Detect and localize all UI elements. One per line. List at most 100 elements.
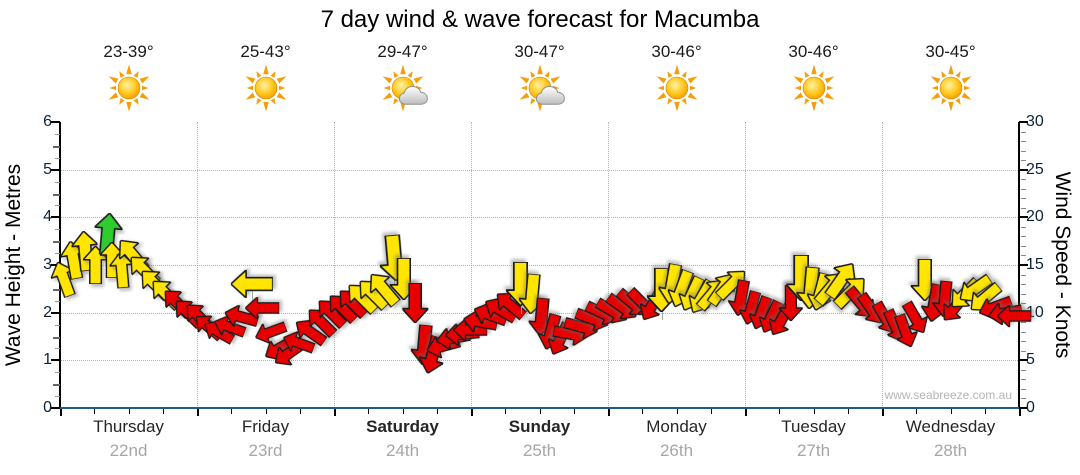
axis-tick (231, 409, 233, 414)
axis-tick (1021, 179, 1026, 181)
axis-tick (916, 409, 918, 414)
temperature-range: 29-47° (377, 42, 428, 61)
axis-tick (1021, 255, 1026, 257)
axis-tick (1021, 160, 1026, 162)
day-name: Monday (646, 417, 707, 436)
wind-speed-tick-label: 25 (1026, 160, 1044, 178)
axis-tick (51, 407, 60, 409)
wave-height-tick-label: 6 (43, 113, 52, 130)
day-name: Sunday (508, 417, 571, 436)
wave-height-tick-label: 3 (43, 256, 52, 273)
chart-title: 7 day wind & wave forecast for Macumba (320, 6, 760, 33)
axis-tick (1021, 150, 1026, 152)
axis-tick (51, 121, 60, 123)
axis-tick (1019, 264, 1028, 266)
axis-tick (53, 288, 60, 291)
sun-icon (925, 62, 977, 114)
axis-tick (1019, 121, 1028, 123)
wave-height-tick-label: 4 (43, 208, 52, 226)
axis-tick (779, 409, 781, 414)
axis-tick (642, 409, 644, 414)
wind-arrow (897, 298, 933, 339)
axis-tick (1021, 341, 1026, 343)
gridline (61, 169, 1018, 171)
wave-height-tick-label: 5 (43, 160, 52, 178)
axis-tick (1021, 141, 1026, 143)
wind-arrow (222, 302, 261, 332)
axis-tick (1019, 407, 1028, 409)
sun-cloud-icon (514, 62, 566, 114)
axis-tick (368, 409, 370, 414)
axis-tick (94, 409, 96, 414)
axis-tick (1021, 236, 1026, 238)
axis-tick (53, 336, 60, 339)
wind-arrow (996, 304, 1031, 327)
gridline (197, 122, 198, 408)
day-name: Wednesday (905, 417, 996, 436)
x-axis-line (59, 407, 1020, 409)
axis-tick (55, 253, 60, 255)
wind-arrow (230, 270, 273, 298)
axis-tick (51, 168, 60, 171)
day-name: Tuesday (781, 417, 846, 436)
axis-tick (436, 409, 438, 414)
axis-tick (471, 409, 473, 416)
gridline (608, 122, 609, 408)
wind-arrow (244, 296, 279, 320)
day-date: 28th (933, 441, 968, 460)
axis-tick (1021, 293, 1026, 295)
axis-tick (51, 216, 60, 219)
axis-tick (984, 409, 986, 414)
axis-tick (53, 241, 60, 244)
axis-tick (1021, 198, 1026, 200)
gridline (882, 122, 883, 408)
axis-tick (1021, 369, 1026, 371)
axis-tick (608, 409, 610, 416)
wind-speed-tick-label: 20 (1026, 208, 1044, 226)
axis-tick (128, 409, 130, 414)
temperature-range: 30-47° (514, 42, 565, 61)
wave-height-tick-label: 2 (43, 303, 52, 321)
axis-tick (55, 133, 60, 135)
day-date: 24th (385, 441, 420, 460)
axis-tick (1019, 216, 1028, 219)
axis-tick (197, 409, 199, 416)
wind-speed-tick-label: 5 (1026, 351, 1035, 369)
axis-tick (53, 384, 60, 387)
axis-tick (1021, 388, 1026, 390)
axis-tick (1021, 226, 1026, 228)
axis-tick (710, 409, 712, 414)
temperature-range: 23-39° (103, 42, 154, 61)
axis-tick (1021, 284, 1026, 286)
axis-tick (1021, 207, 1026, 209)
gridline (61, 360, 1018, 362)
wave-height-tick-label: 0 (43, 399, 52, 416)
day-date: 23rd (248, 441, 283, 460)
axis-tick (51, 359, 60, 362)
axis-tick (60, 409, 62, 416)
day-name: Thursday (93, 417, 164, 436)
day-date: 25th (522, 441, 557, 460)
sun-icon (651, 62, 703, 114)
axis-tick (882, 409, 884, 416)
axis-tick (55, 396, 60, 398)
axis-tick (847, 409, 849, 414)
axis-tick (55, 157, 60, 159)
gridline (61, 265, 1018, 266)
axis-tick (1021, 379, 1026, 381)
axis-tick (676, 409, 678, 414)
axis-tick (1019, 409, 1021, 416)
axis-tick (53, 193, 60, 196)
temperature-range: 30-46° (651, 42, 702, 61)
axis-tick (55, 372, 60, 374)
gridline (471, 122, 472, 408)
axis-tick (813, 409, 815, 414)
axis-tick (505, 409, 507, 414)
axis-tick (402, 409, 404, 414)
temperature-range: 25-43° (240, 42, 291, 61)
axis-tick (53, 145, 60, 148)
arrow-stem (252, 284, 253, 315)
gridline (334, 122, 335, 408)
wind-speed-tick-label: 0 (1026, 399, 1035, 416)
